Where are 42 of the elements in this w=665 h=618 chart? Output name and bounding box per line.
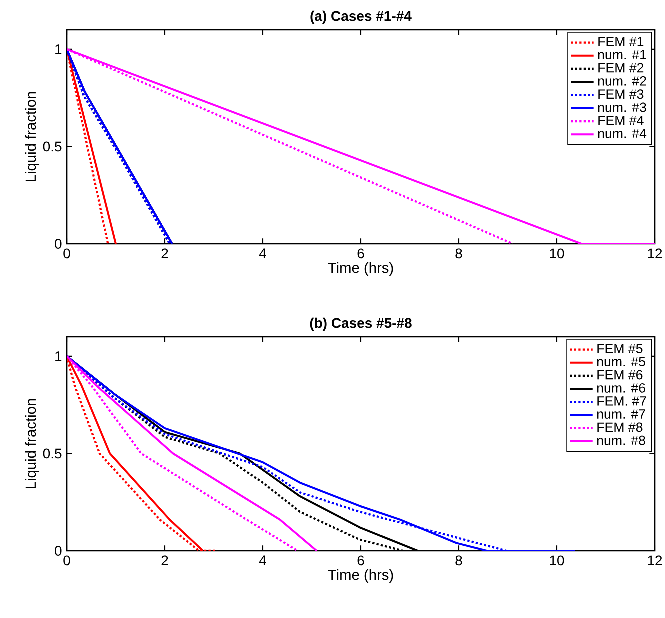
y-axis-title: Liquid fraction <box>25 399 39 488</box>
chart-title: (a) Cases #1-#4 <box>310 10 412 24</box>
legend-label: FEM #5 <box>598 344 643 354</box>
x-tick-label: 10 <box>550 248 564 259</box>
x-tick-label: 10 <box>550 556 564 566</box>
chart-title: (b) Cases #5-#8 <box>310 318 412 331</box>
legend-label: FEM #1 <box>598 37 644 46</box>
legend-label: FEM #6 <box>598 370 643 380</box>
y-axis-title: Liquid fraction <box>25 92 39 182</box>
y-tick-label: 0.5 <box>43 448 62 459</box>
x-axis-title: Time (hrs) <box>328 262 394 276</box>
x-tick-label: 12 <box>648 556 662 566</box>
x-tick-label: 0 <box>64 556 70 566</box>
x-tick-label: 8 <box>456 248 462 259</box>
legend-label: FEM #8 <box>598 422 643 432</box>
legend-label: num. #3 <box>598 102 646 112</box>
x-tick-label: 4 <box>259 248 266 258</box>
legend-label: FEM #4 <box>598 116 644 126</box>
y-tick-label: 1 <box>56 44 62 54</box>
legend-label: FEM #2 <box>598 63 644 73</box>
legend-label: num. #4 <box>598 129 647 138</box>
x-tick-label: 12 <box>648 248 662 258</box>
y-tick-label: 0 <box>55 546 62 556</box>
legend-label: num. #2 <box>598 76 646 86</box>
x-tick-label: 2 <box>162 556 168 566</box>
legend-label: num. #6 <box>597 383 646 393</box>
x-tick-label: 0 <box>64 248 70 259</box>
x-tick-label: 6 <box>358 556 364 566</box>
legend-label: FEM. #7 <box>598 396 646 406</box>
x-tick-label: 8 <box>456 556 462 566</box>
x-axis-title: Time (hrs) <box>328 569 394 584</box>
x-tick-label: 2 <box>162 248 168 258</box>
y-tick-label: 0 <box>55 239 62 249</box>
legend-label: FEM #3 <box>598 90 644 100</box>
y-tick-label: 1 <box>56 352 62 362</box>
legend-label: num. #8 <box>597 436 646 446</box>
legend-label: num. #5 <box>597 357 646 367</box>
legend-label: num. #1 <box>598 50 646 60</box>
x-tick-label: 6 <box>358 248 364 259</box>
legend-label: num. #7 <box>597 410 646 419</box>
x-tick-label: 4 <box>259 556 266 566</box>
y-tick-label: 0.5 <box>43 142 62 152</box>
